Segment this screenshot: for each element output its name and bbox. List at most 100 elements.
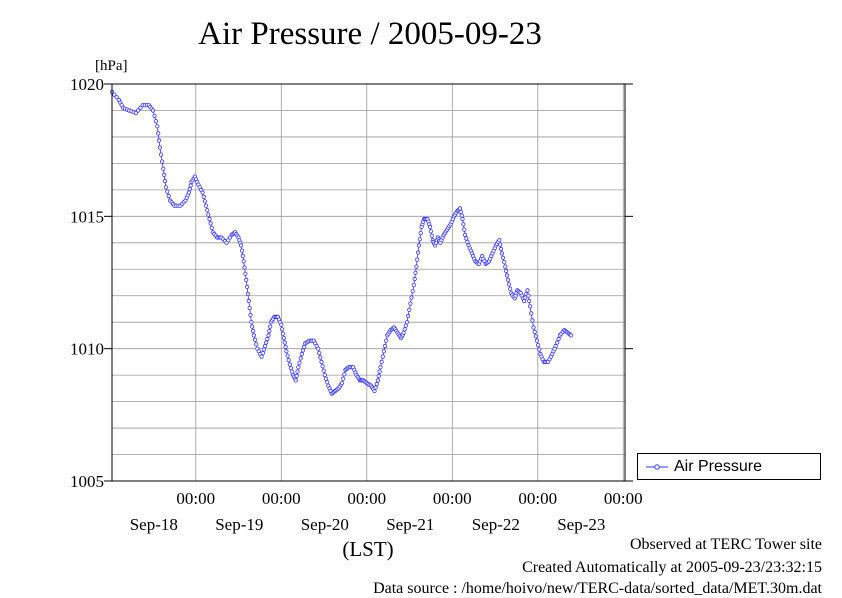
data-point — [249, 320, 254, 325]
data-point — [242, 265, 247, 270]
data-point — [317, 350, 322, 356]
data-point — [532, 329, 537, 334]
data-point — [458, 209, 463, 214]
data-point — [525, 288, 530, 293]
data-point — [265, 336, 270, 342]
data-point — [162, 178, 168, 184]
data-point — [322, 372, 327, 378]
data-point — [505, 277, 510, 282]
data-point — [497, 238, 502, 243]
x-tick-label-time: 00:00 — [176, 489, 215, 508]
footer-observed: Observed at TERC Tower site — [629, 536, 822, 553]
data-point — [267, 328, 272, 334]
data-point — [158, 152, 164, 157]
axes — [104, 83, 633, 482]
data-point — [201, 194, 206, 199]
data-point — [415, 257, 420, 262]
data-point — [376, 373, 381, 379]
data-point — [239, 243, 244, 248]
data-point — [280, 331, 286, 336]
data-point — [498, 246, 504, 252]
data-point — [405, 313, 411, 319]
data-point — [155, 124, 160, 129]
data-point — [285, 353, 290, 358]
data-point — [133, 111, 138, 116]
data-point — [153, 119, 158, 124]
data-point — [428, 229, 433, 234]
data-point — [323, 376, 329, 381]
data-point — [301, 344, 307, 349]
data-point — [160, 159, 165, 164]
data-point — [461, 222, 466, 227]
data-point — [284, 349, 289, 354]
data-point — [204, 203, 209, 208]
data-point — [259, 354, 264, 359]
data-point — [506, 282, 512, 287]
data-point — [320, 364, 325, 369]
data-point — [282, 340, 287, 345]
x-tick-label-date: Sep-23 — [557, 515, 605, 534]
data-point — [300, 348, 306, 353]
data-point — [156, 138, 162, 143]
data-point — [262, 343, 268, 349]
series-air-pressure — [109, 89, 574, 396]
data-point — [418, 231, 423, 236]
y-tick-label: 1010 — [70, 340, 104, 359]
data-point — [261, 347, 266, 352]
data-point — [245, 291, 250, 297]
data-point — [208, 221, 213, 226]
data-point — [375, 378, 380, 383]
data-point — [247, 305, 252, 311]
x-tick-label-date: Sep-21 — [386, 515, 434, 534]
data-point — [295, 369, 300, 374]
data-point — [150, 108, 156, 113]
data-point — [325, 380, 330, 385]
data-point — [209, 225, 214, 230]
data-point — [499, 251, 504, 256]
data-point — [380, 354, 385, 359]
data-point — [297, 360, 302, 365]
data-point — [294, 373, 299, 379]
x-tick-label-time: 00:00 — [518, 489, 557, 508]
data-point — [530, 318, 535, 323]
data-point — [157, 145, 162, 150]
data-point — [527, 304, 533, 309]
data-point — [407, 307, 412, 312]
data-point — [279, 322, 284, 327]
data-point — [319, 359, 324, 364]
data-point — [568, 333, 574, 338]
data-point — [465, 239, 470, 244]
data-point — [315, 346, 321, 351]
data-point — [321, 368, 326, 373]
data-point — [268, 324, 273, 329]
data-point — [286, 357, 291, 363]
data-point — [298, 356, 303, 361]
data-point — [289, 369, 295, 374]
data-point — [415, 250, 421, 255]
data-point — [411, 282, 416, 288]
data-point — [251, 328, 256, 334]
data-point — [504, 273, 510, 278]
data-point — [205, 208, 210, 213]
data-point — [504, 268, 509, 274]
data-point — [535, 342, 541, 348]
x-tick-label-time: 00:00 — [347, 489, 386, 508]
data-point — [372, 388, 377, 394]
data-point — [165, 189, 170, 194]
x-tick-label-time: 00:00 — [262, 489, 301, 508]
data-point — [112, 92, 117, 97]
data-point — [378, 365, 383, 370]
data-point — [460, 216, 465, 222]
data-point — [253, 337, 258, 342]
data-point — [556, 336, 561, 342]
x-tick-label-time: 00:00 — [433, 489, 472, 508]
data-point — [186, 190, 191, 195]
data-point — [555, 340, 560, 345]
grid-lines — [112, 84, 625, 481]
data-point — [244, 277, 249, 282]
x-tick-label-date: Sep-22 — [472, 515, 520, 534]
x-tick-label-date: Sep-19 — [215, 515, 263, 534]
data-point — [534, 338, 540, 343]
data-point — [287, 362, 292, 367]
data-point — [200, 190, 205, 195]
